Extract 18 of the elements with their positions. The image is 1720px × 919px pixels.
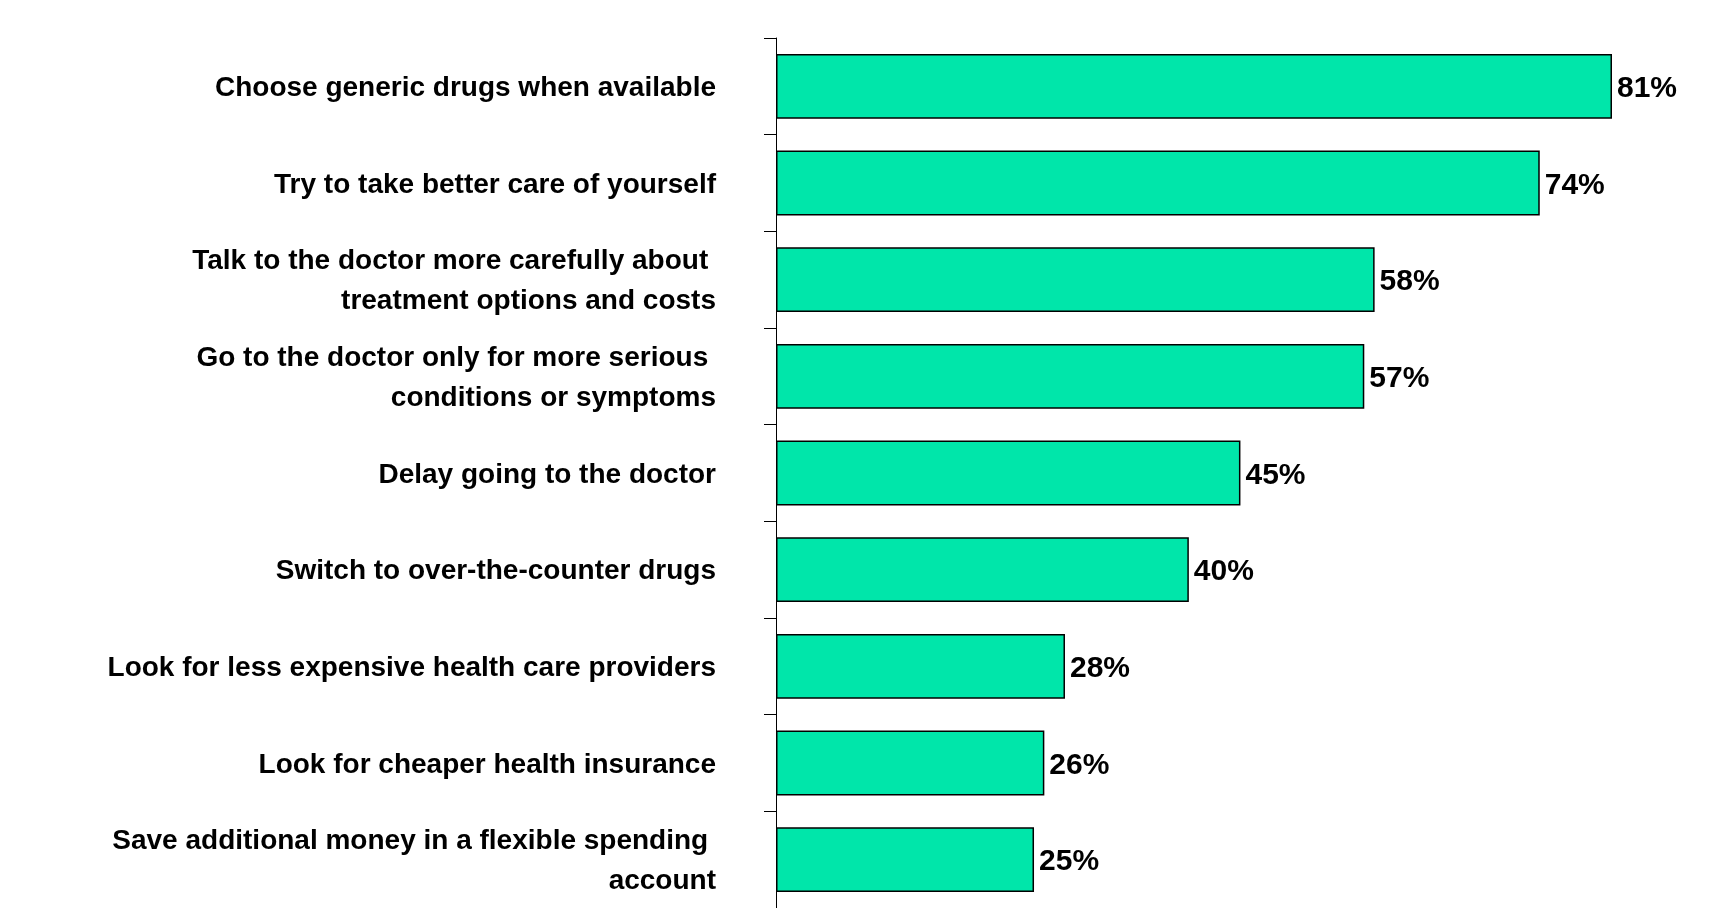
data-label: 81% — [1617, 69, 1678, 103]
data-label: 58% — [1379, 263, 1440, 297]
y-tick-label: Switch to over-the-counter drugs — [275, 554, 716, 586]
y-tick-label: Look for less expensive health care providers — [107, 650, 716, 682]
data-label: 74% — [1544, 166, 1605, 200]
y-tick-label: Delay going to the doctor — [378, 457, 717, 489]
y-tick-label: Try to take better care of yourself — [274, 167, 717, 199]
y-tick-label: Save additional money in a flexible spending account — [112, 824, 716, 896]
data-label: 25% — [1039, 843, 1100, 877]
data-label: 45% — [1245, 456, 1306, 490]
y-tick-label: Look for cheaper health insurance — [258, 747, 716, 779]
y-tick-label: Talk to the doctor more carefully about treatment options and costs — [192, 244, 716, 316]
data-label: 28% — [1069, 649, 1131, 683]
data-label: 26% — [1049, 746, 1110, 780]
data-label: 40% — [1193, 553, 1254, 587]
y-tick-label: Go to the doctor only for more serious conditions or symptoms — [196, 340, 716, 412]
data-label: 57% — [1369, 359, 1430, 393]
y-tick-label: Choose generic drugs when available — [214, 70, 716, 102]
